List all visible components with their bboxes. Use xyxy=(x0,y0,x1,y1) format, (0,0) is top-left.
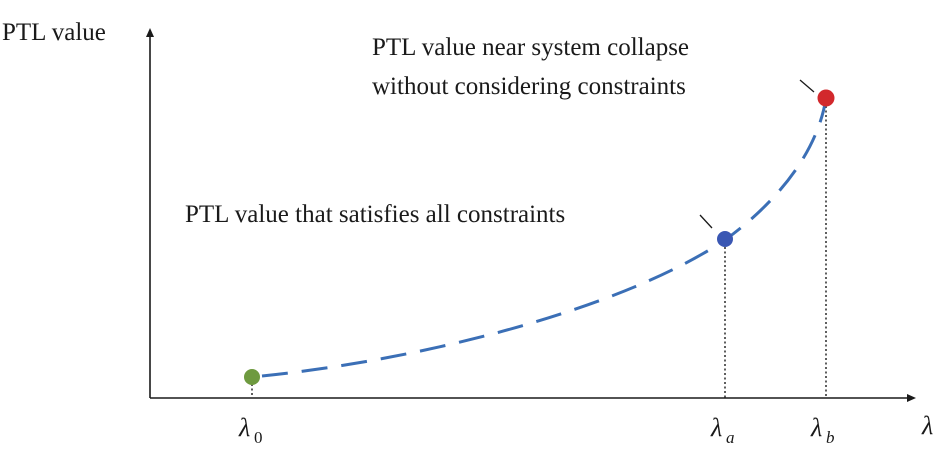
tick-label-lambda-a: λ a xyxy=(710,413,735,447)
tick-lambda-b-subscript: b xyxy=(826,428,835,447)
tick-label-lambda-b: λ b xyxy=(810,413,835,447)
tick-label-lambda-0: λ 0 xyxy=(238,413,263,447)
tick-lambda-a-symbol: λ xyxy=(710,413,722,442)
ptl-curve xyxy=(261,97,828,378)
tick-lambda-a-subscript: a xyxy=(726,428,735,447)
middle-annotation-leader xyxy=(699,214,713,229)
constraint-annotation: PTL value that satisfies all constraints xyxy=(185,201,565,228)
x-axis-label: λ xyxy=(921,411,933,440)
tick-lambda-0-symbol: λ xyxy=(238,413,250,442)
lambda-a-point xyxy=(717,231,733,247)
collapse-annotation-line-2: without considering constraints xyxy=(372,73,686,100)
y-axis-label: PTL value xyxy=(2,19,106,46)
lambda-b-point xyxy=(817,89,835,107)
tick-lambda-b-symbol: λ xyxy=(810,413,822,442)
collapse-annotation-line-1: PTL value near system collapse xyxy=(372,34,689,61)
tick-lambda-0-subscript: 0 xyxy=(254,428,263,447)
upper-annotation-leader xyxy=(799,79,815,93)
lambda-0-point xyxy=(244,369,260,385)
